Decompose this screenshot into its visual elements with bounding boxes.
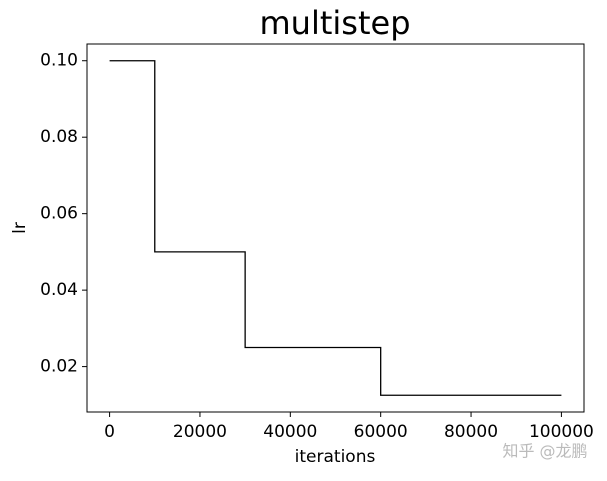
- x-tick-label: 0: [104, 422, 115, 442]
- x-tick-label: 60000: [354, 422, 408, 442]
- plot-frame: [86, 43, 585, 413]
- line: [109, 60, 562, 396]
- watermark: 知乎 @龙鹏: [502, 442, 587, 461]
- y-tick-label: 0.08: [40, 127, 78, 147]
- y-axis-label: lr: [10, 222, 30, 234]
- y-tick-label: 0.06: [40, 204, 78, 224]
- y-tick-label: 0.10: [40, 51, 78, 71]
- y-tick-label: 0.02: [40, 357, 78, 377]
- x-tick-label: 20000: [173, 422, 227, 442]
- y-tick-label: 0.04: [40, 280, 78, 300]
- x-tick-label: 80000: [444, 422, 498, 442]
- x-axis-label: iterations: [295, 447, 376, 467]
- x-tick-label: 100000: [529, 422, 594, 442]
- x-tick-label: 40000: [263, 422, 317, 442]
- chart-title: multistep: [260, 4, 411, 42]
